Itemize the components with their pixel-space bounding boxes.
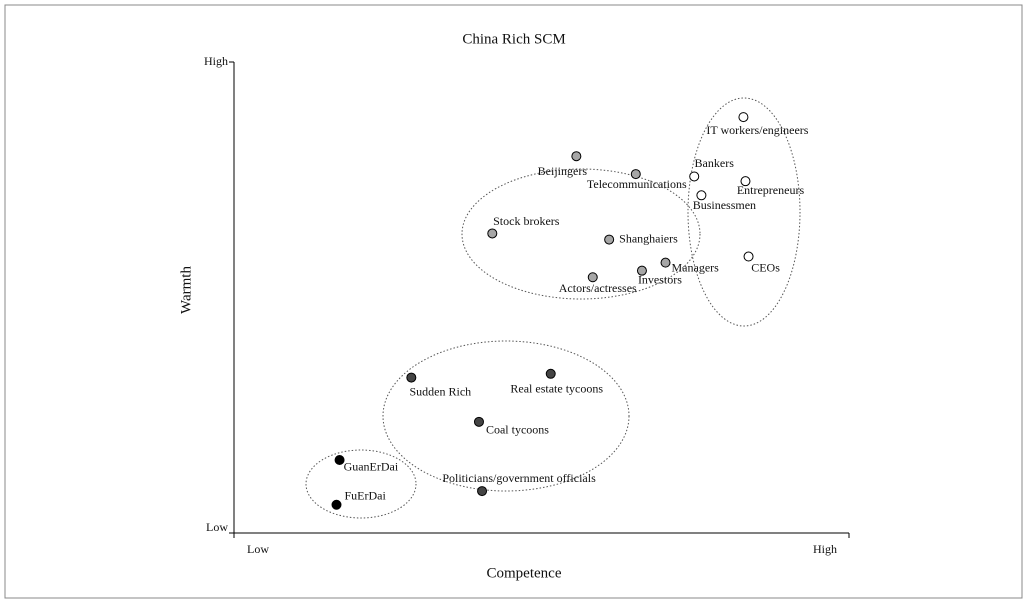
point	[696, 190, 707, 201]
point-label: Businessmen	[693, 198, 756, 212]
point	[604, 234, 615, 245]
point	[738, 112, 749, 123]
frame	[4, 4, 1023, 599]
x-tick-label: Low	[247, 542, 269, 556]
point	[740, 176, 751, 187]
point	[587, 272, 598, 283]
x-axis-label: Competence	[487, 565, 562, 581]
point	[571, 151, 582, 162]
point-label: Coal tycoons	[486, 423, 549, 437]
point	[743, 251, 754, 262]
point-label: Beijingers	[538, 164, 588, 178]
point	[689, 171, 700, 182]
chart-title: China Rich SCM	[462, 31, 565, 47]
cluster-outline	[461, 168, 701, 300]
point	[636, 265, 647, 276]
point-label: Bankers	[695, 156, 735, 170]
point	[331, 499, 342, 510]
y-tick-label: High	[204, 54, 228, 68]
point-label: Real estate tycoons	[510, 382, 603, 396]
cluster-outline	[382, 340, 630, 492]
clusters	[305, 97, 801, 519]
x-tick-label: High	[813, 542, 837, 556]
point	[334, 454, 345, 465]
point-label: Entrepreneurs	[737, 183, 805, 197]
point-label: IT workers/engineers	[706, 123, 808, 137]
point-label: Telecommunications	[587, 177, 687, 191]
cluster-outline	[687, 97, 801, 327]
point-label: Sudden Rich	[409, 384, 471, 398]
point	[630, 169, 641, 180]
point-label: Politicians/government officials	[442, 471, 596, 485]
point-label: Actors/actresses	[559, 281, 637, 295]
point	[406, 372, 417, 383]
cluster-outline	[305, 449, 417, 519]
point-label: GuanErDai	[344, 460, 399, 474]
point	[487, 228, 498, 239]
point	[473, 416, 484, 427]
point-label: CEOs	[751, 260, 780, 274]
point	[660, 257, 671, 268]
point-label: Stock brokers	[493, 214, 560, 228]
point-label: Shanghaiers	[619, 231, 678, 245]
y-tick-label: Low	[206, 520, 228, 534]
point-label: Investors	[638, 272, 682, 286]
y-axis-label: Warmth	[178, 266, 194, 314]
point-label: Managers	[672, 260, 720, 274]
point	[477, 486, 488, 497]
point-label: FuErDai	[345, 488, 387, 502]
point	[545, 368, 556, 379]
